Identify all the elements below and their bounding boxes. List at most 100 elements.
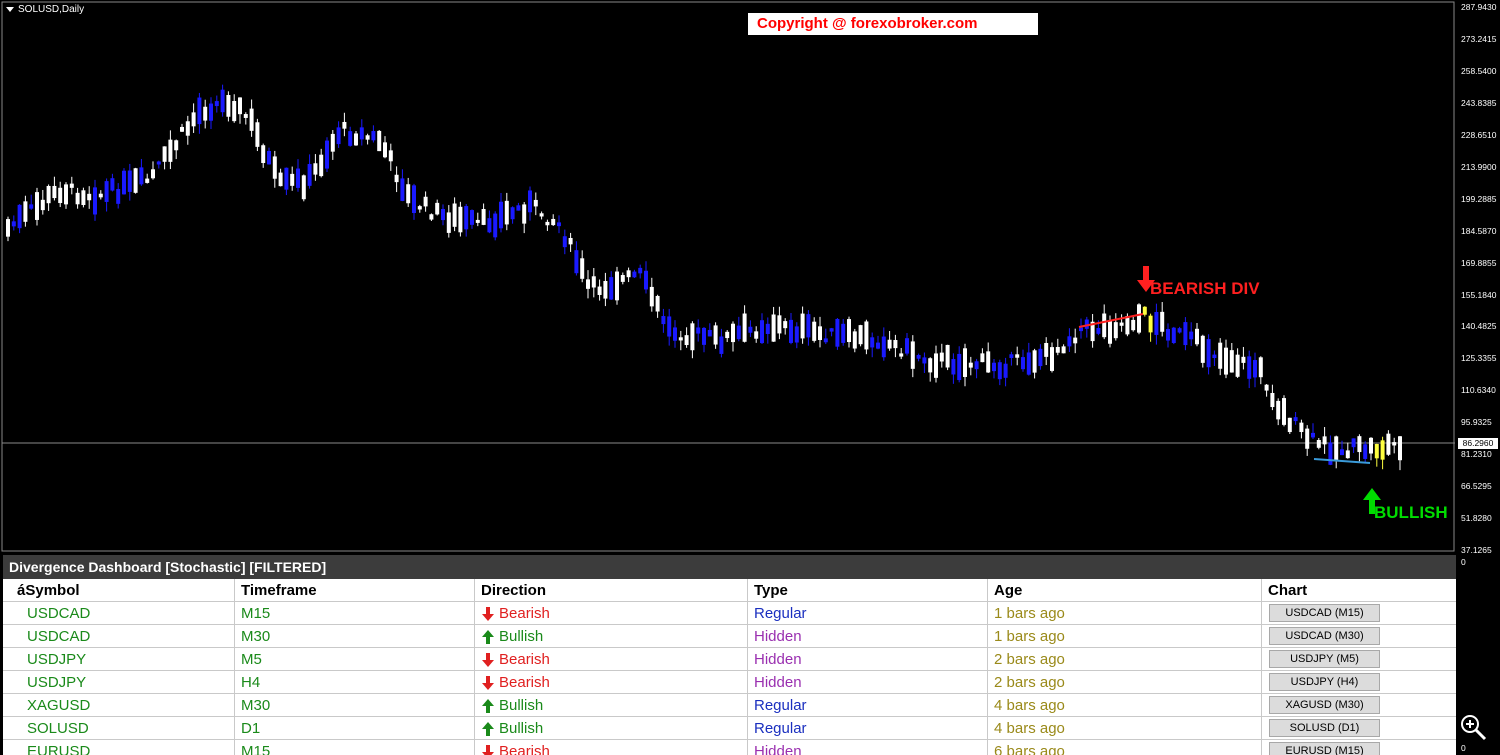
open-chart-button[interactable]: USDCAD (M30) [1269, 627, 1380, 645]
type-cell: Regular [754, 720, 807, 737]
column-divider [1261, 579, 1262, 755]
age-cell: 4 bars ago [994, 697, 1065, 714]
candle-body [232, 101, 237, 122]
zoom-icon[interactable] [1458, 712, 1488, 742]
candle-body [261, 145, 266, 164]
symbol-cell: EURUSD [27, 743, 91, 755]
column-header-type[interactable]: Type [754, 582, 788, 599]
age-cell: 1 bars ago [994, 605, 1065, 622]
dashboard-title: Divergence Dashboard [Stochastic] [FILTE… [3, 555, 1456, 579]
candle-body [620, 275, 625, 282]
column-header-timeframe[interactable]: Timeframe [241, 582, 317, 599]
candle-body [789, 319, 793, 343]
price-tick: 110.6340 [1461, 385, 1496, 395]
open-chart-button[interactable]: EURUSD (M15) [1269, 742, 1380, 755]
indicator-tick: 0 [1461, 557, 1466, 567]
candle-body [359, 127, 364, 140]
type-cell: Regular [754, 605, 807, 622]
candle-body [1154, 311, 1159, 335]
age-cell: 1 bars ago [994, 628, 1065, 645]
candle-body [823, 338, 828, 343]
column-header-chart[interactable]: Chart [1268, 582, 1308, 599]
candle-body [64, 184, 68, 205]
candle-body [963, 348, 967, 377]
candle-body [591, 276, 596, 288]
candle-body [765, 323, 770, 334]
arrow-up-icon [482, 722, 494, 737]
candle-body [319, 154, 324, 177]
price-tick: 140.4825 [1461, 321, 1497, 331]
candle-body [731, 323, 735, 343]
candle-body [1079, 327, 1083, 332]
candle-body [151, 169, 155, 179]
candle-body [493, 213, 498, 238]
candle-body [713, 325, 718, 345]
candle-body [858, 325, 863, 345]
candle-body [644, 270, 648, 290]
candle-body [557, 222, 561, 227]
candle-body [800, 313, 805, 339]
open-chart-button[interactable]: USDCAD (M15) [1269, 604, 1380, 622]
candle-body [1374, 443, 1379, 459]
candle-body [771, 314, 776, 342]
candle-body [1096, 328, 1101, 334]
candle-body [255, 122, 260, 147]
candle-body [1200, 335, 1205, 363]
candle-body [122, 170, 126, 195]
candle-body [1084, 319, 1089, 329]
open-chart-button[interactable]: USDJPY (M5) [1269, 650, 1380, 668]
arrow-down-icon [482, 607, 494, 622]
candle-body [81, 190, 86, 206]
candle-body [1050, 347, 1054, 371]
candle-body [1218, 342, 1223, 369]
column-header-symbol[interactable]: áSymbol [17, 582, 80, 599]
candle-body [754, 331, 759, 339]
candle-body [968, 362, 973, 368]
candle-body [185, 121, 190, 136]
candle-body [452, 203, 457, 227]
candle-body [1061, 346, 1066, 354]
candle-body [1357, 436, 1362, 453]
candle-body [632, 271, 637, 278]
candlestick-chart[interactable] [0, 0, 1456, 553]
candle-body [46, 185, 51, 204]
candle-body [539, 213, 544, 217]
dashboard-rows: USDCAD M15 Bearish Regular 1 bars ago USDCAD … [3, 602, 1456, 755]
candle-body [464, 206, 469, 230]
candle-body [1316, 439, 1321, 448]
candle-body [516, 205, 521, 211]
candle-body [1055, 347, 1060, 353]
candle-body [365, 135, 370, 140]
table-row: XAGUSD M30 Bullish Regular 4 bars ago XAGUSD … [3, 694, 1456, 717]
candle-body [1334, 436, 1339, 461]
column-divider [234, 579, 235, 755]
candle-body [301, 175, 306, 200]
candle-body [1032, 350, 1037, 373]
candle-body [446, 212, 451, 233]
open-chart-button[interactable]: USDJPY (H4) [1269, 673, 1380, 691]
open-chart-button[interactable]: XAGUSD (M30) [1269, 696, 1380, 714]
age-cell: 2 bars ago [994, 674, 1065, 691]
candle-body [887, 339, 892, 349]
candle-body [504, 200, 509, 225]
open-chart-button[interactable]: SOLUSD (D1) [1269, 719, 1380, 737]
direction-label: Bullish [499, 720, 544, 737]
candle-body [475, 219, 480, 223]
price-axis[interactable]: 287.9430 273.2415 258.5400 243.8385 228.… [1456, 0, 1500, 755]
candle-body [725, 331, 730, 339]
direction-label: Bearish [499, 674, 550, 691]
dashboard-header-row: áSymbol Timeframe Direction Type Age Cha… [3, 579, 1456, 602]
bearish-arrow-icon [1137, 266, 1155, 292]
candle-body [1247, 356, 1252, 379]
candle-body [145, 178, 150, 183]
column-header-age[interactable]: Age [994, 582, 1023, 599]
arrow-up-icon [482, 630, 494, 645]
candle-body [736, 325, 741, 340]
column-header-direction[interactable]: Direction [481, 582, 547, 599]
symbol-timeframe-label[interactable]: SOLUSD,Daily [6, 4, 84, 15]
candle-body [116, 188, 121, 204]
candle-body [203, 106, 208, 121]
candle-body [139, 167, 144, 185]
price-tick: 213.9900 [1461, 162, 1497, 172]
